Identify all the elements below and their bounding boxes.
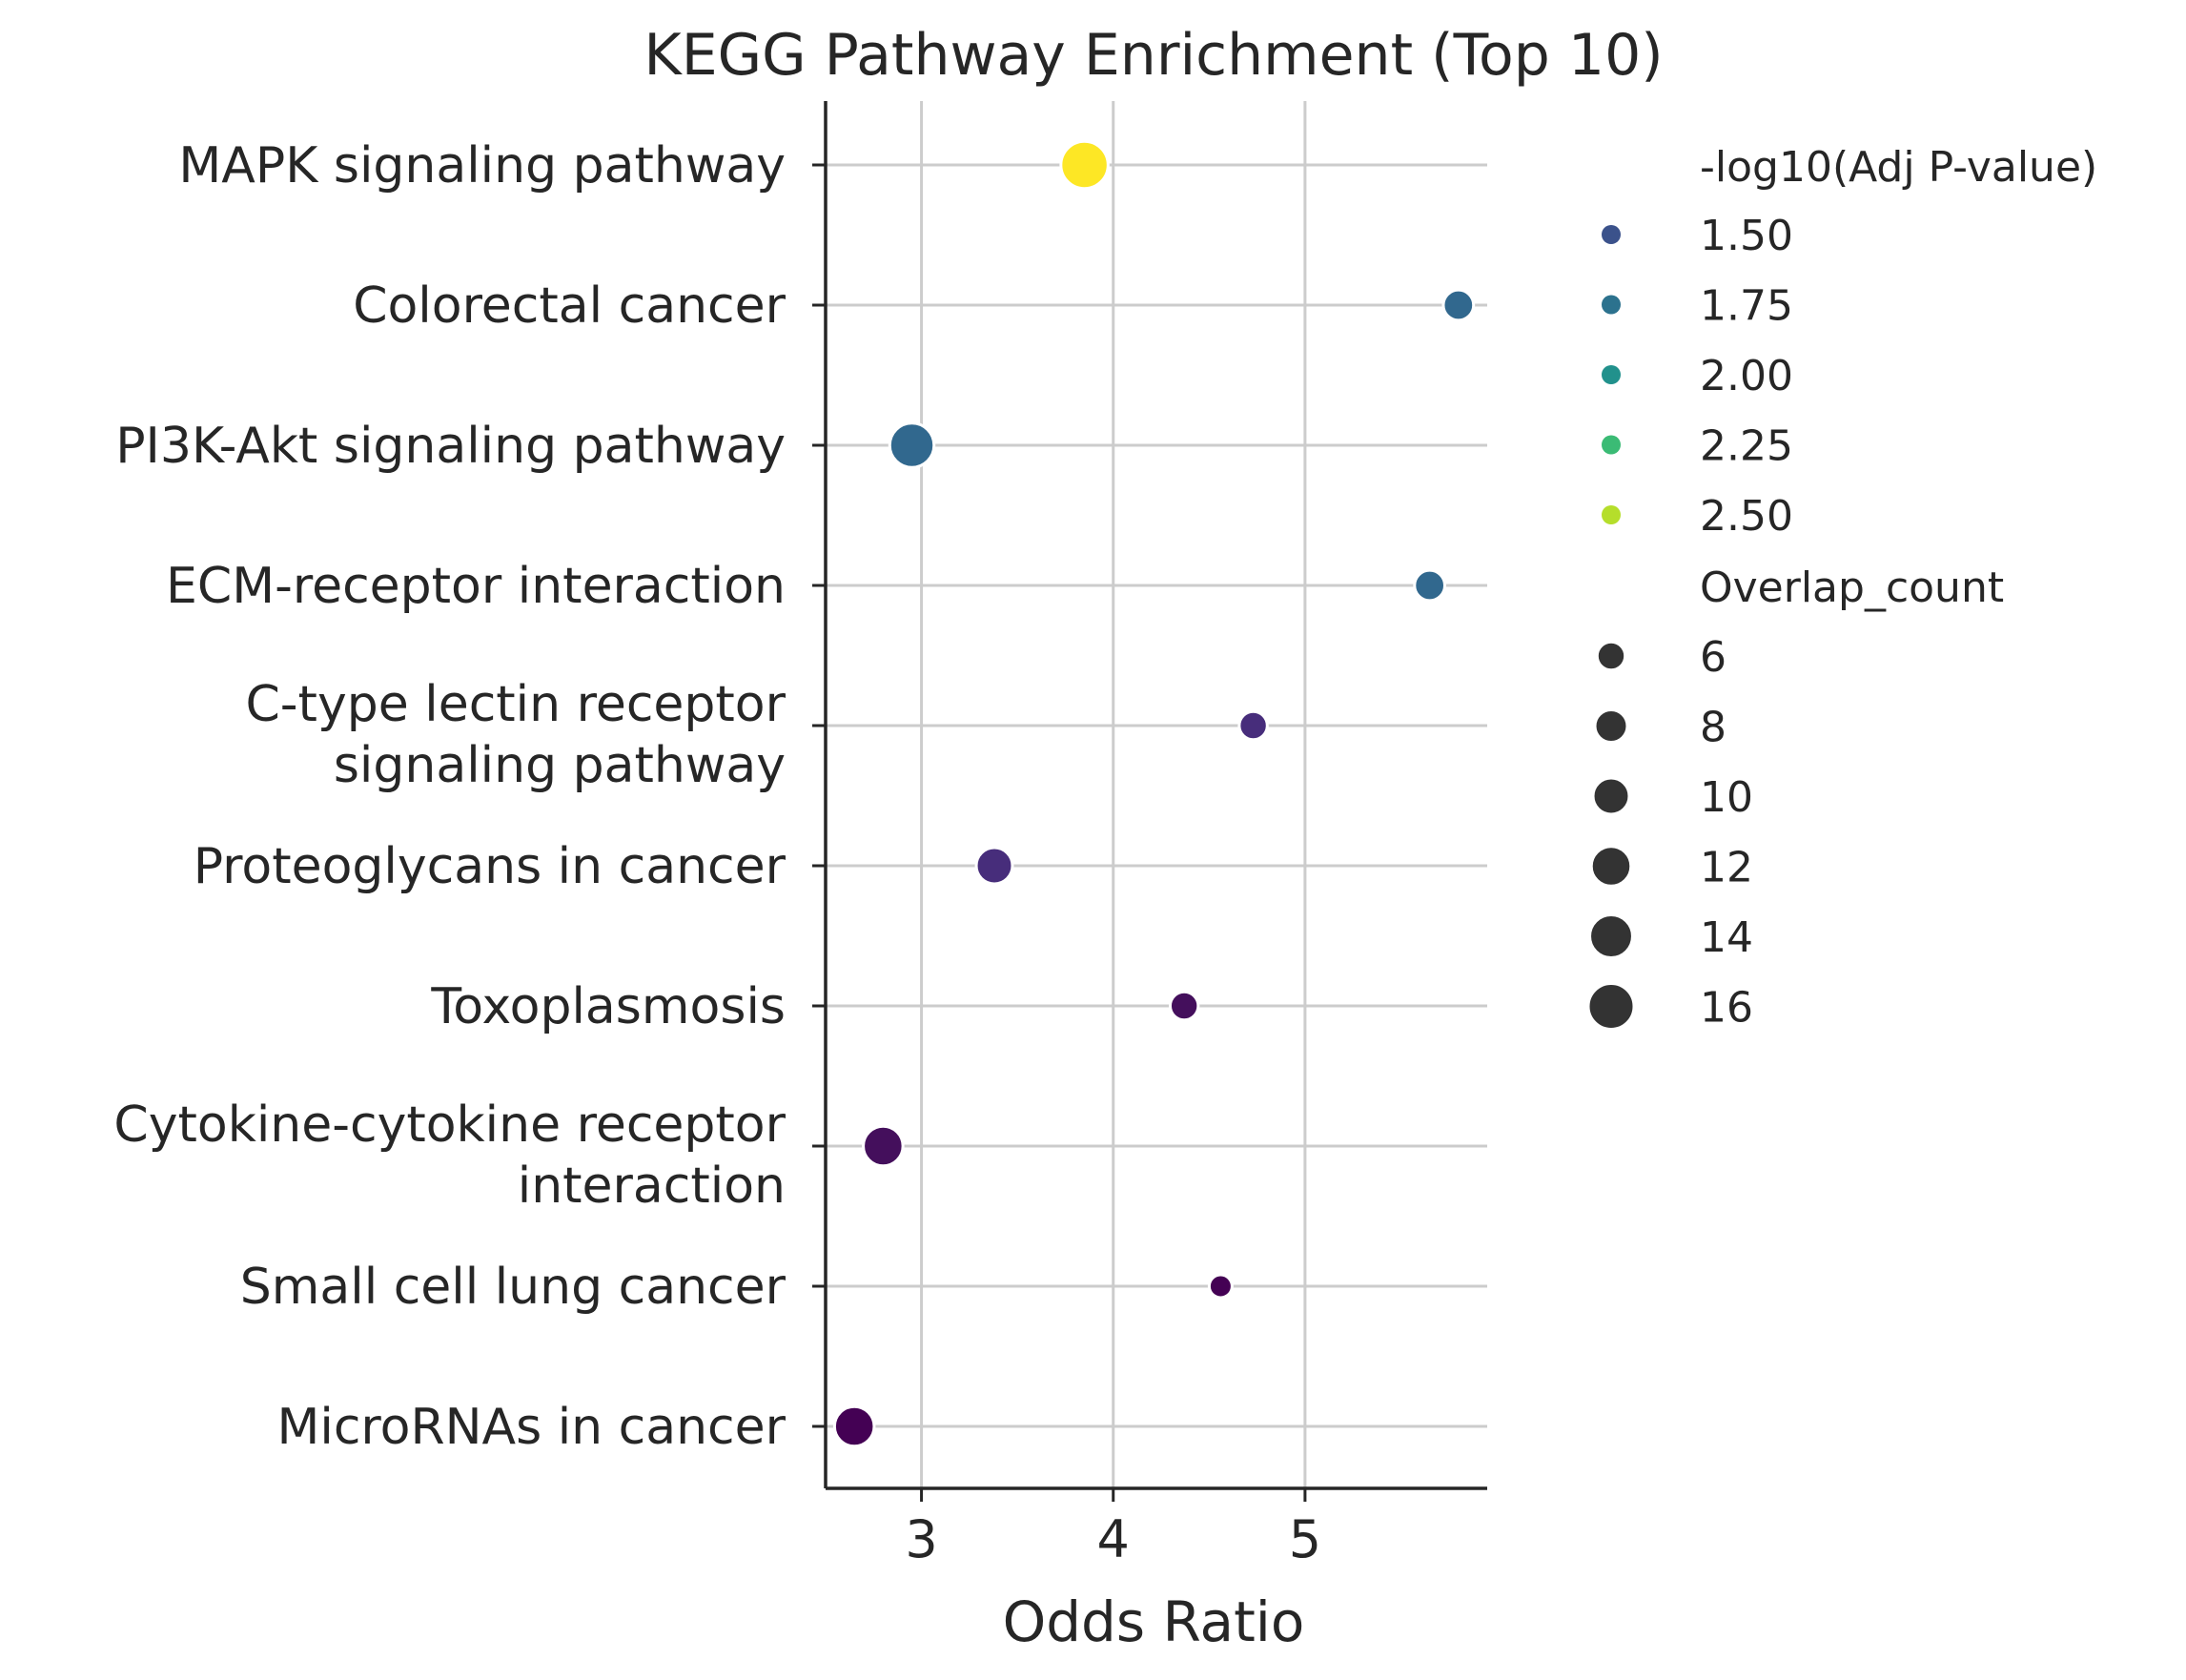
legend-size-marker xyxy=(1595,640,1627,672)
legend-size-marker xyxy=(1593,708,1629,744)
data-point xyxy=(862,1124,905,1168)
x-tick-label: 3 xyxy=(905,1509,937,1569)
legend-size-marker xyxy=(1591,776,1631,816)
legend-size-title: Overlap_count xyxy=(1700,563,2004,612)
legend-size-label: 14 xyxy=(1700,913,1753,962)
y-tick-label: interaction xyxy=(518,1158,786,1215)
data-point xyxy=(1413,568,1447,603)
data-point xyxy=(1207,1273,1234,1300)
legend-size-label: 8 xyxy=(1700,704,1726,752)
legend-size-label: 6 xyxy=(1700,633,1726,682)
y-tick-label: MAPK signaling pathway xyxy=(178,137,786,195)
y-tick-label: ECM-receptor interaction xyxy=(166,558,786,615)
legend-color-label: 2.25 xyxy=(1700,422,1793,471)
axes xyxy=(812,101,1487,1502)
legend-color-label: 2.50 xyxy=(1700,492,1793,541)
x-axis-label: Odds Ratio xyxy=(1003,1589,1305,1654)
gridlines xyxy=(826,101,1487,1488)
data-point xyxy=(1441,288,1476,322)
legend-color-swatch xyxy=(1602,225,1621,244)
y-tick-label: signaling pathway xyxy=(334,737,786,794)
legend-color-title: -log10(Adj P-value) xyxy=(1700,143,2097,192)
x-tick-label: 5 xyxy=(1289,1509,1321,1569)
data-point xyxy=(974,846,1014,886)
legend-color-swatch xyxy=(1602,365,1621,384)
y-tick-label: Cytokine-cytokine receptor xyxy=(113,1096,786,1154)
data-points xyxy=(832,139,1476,1448)
legend-size-label: 12 xyxy=(1700,844,1753,892)
legend-size-label: 10 xyxy=(1700,773,1753,822)
legend-color-label: 1.50 xyxy=(1700,212,1793,260)
y-tick-label: Proteoglycans in cancer xyxy=(194,838,787,895)
chart-title: KEGG Pathway Enrichment (Top 10) xyxy=(644,22,1663,89)
legend-size-label: 16 xyxy=(1700,984,1753,1033)
legend-color-swatch xyxy=(1602,295,1621,315)
legend: -log10(Adj P-value) 1.50 1.75 2.00 2.25 2.50 O… xyxy=(1586,143,2097,1033)
legend-color-swatch xyxy=(1602,505,1621,524)
legend-size-marker xyxy=(1589,845,1633,888)
legend-color-swatch xyxy=(1602,435,1621,455)
data-point xyxy=(1237,709,1269,742)
y-tick-label: MicroRNAs in cancer xyxy=(277,1399,787,1456)
y-tick-label: Toxoplasmosis xyxy=(430,978,786,1035)
data-point xyxy=(1059,139,1110,191)
legend-size-marker xyxy=(1588,913,1634,959)
y-tick-label: C-type lectin receptor xyxy=(245,676,786,733)
y-tick-label: Small cell lung cancer xyxy=(240,1259,787,1316)
y-tick-labels: MAPK signaling pathway Colorectal cancer P… xyxy=(113,137,786,1456)
data-point xyxy=(888,421,936,469)
legend-color-label: 1.75 xyxy=(1700,282,1793,331)
data-point xyxy=(832,1404,876,1448)
y-tick-label: PI3K-Akt signaling pathway xyxy=(115,418,786,475)
data-point xyxy=(1168,990,1200,1022)
x-tick-labels: 3 4 5 xyxy=(905,1509,1321,1569)
y-tick-label: Colorectal cancer xyxy=(353,277,786,335)
x-tick-label: 4 xyxy=(1097,1509,1130,1569)
legend-color-label: 2.00 xyxy=(1700,352,1793,400)
legend-size-marker xyxy=(1586,982,1636,1031)
